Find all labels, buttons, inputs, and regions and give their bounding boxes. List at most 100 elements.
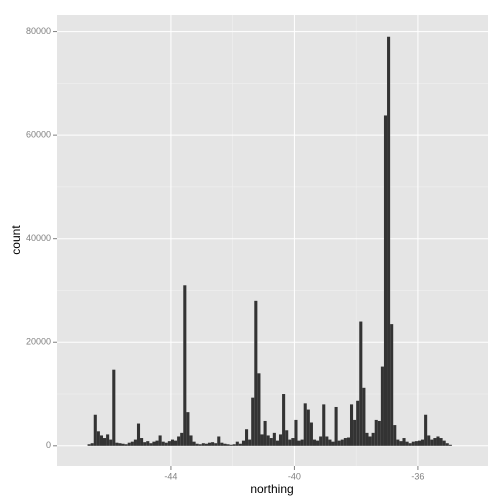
bar	[241, 440, 246, 446]
bar	[103, 438, 107, 446]
bar	[334, 406, 338, 446]
bar	[235, 441, 239, 446]
bar	[442, 440, 446, 446]
bar	[251, 397, 255, 446]
bar	[112, 369, 116, 446]
bar	[405, 441, 409, 446]
bar	[421, 439, 425, 446]
bar	[161, 441, 165, 446]
bar	[260, 434, 264, 446]
bar	[238, 443, 242, 446]
bar	[155, 440, 159, 446]
bar	[275, 440, 279, 446]
bar	[214, 443, 218, 446]
bar	[377, 420, 381, 446]
bar	[411, 441, 415, 446]
bar	[177, 436, 181, 446]
bar	[408, 443, 412, 446]
bar	[396, 439, 400, 446]
bar	[133, 439, 137, 446]
bar	[245, 429, 249, 446]
bar	[312, 439, 317, 446]
bar	[300, 439, 304, 446]
x-tick-label: -44	[164, 471, 177, 481]
grid	[57, 15, 488, 466]
bar	[353, 419, 357, 446]
bar	[337, 440, 341, 446]
bar	[93, 414, 97, 446]
bar	[106, 434, 110, 446]
bar	[257, 373, 261, 446]
bar	[322, 404, 326, 446]
bar	[380, 366, 384, 446]
bar	[291, 438, 295, 446]
bar	[359, 321, 363, 446]
bar	[319, 436, 323, 446]
bar	[439, 438, 443, 446]
bar	[96, 431, 100, 446]
y-tick-label: 60000	[26, 130, 51, 140]
bar	[211, 442, 215, 446]
bar	[198, 444, 202, 446]
bar	[393, 425, 397, 446]
bar	[365, 432, 369, 446]
x-axis-title: northing	[250, 482, 293, 496]
bar	[118, 443, 122, 446]
bar	[180, 432, 184, 446]
bar	[201, 443, 205, 446]
bar	[170, 439, 175, 446]
x-tick-label: -40	[288, 471, 301, 481]
bar	[371, 432, 375, 446]
bar	[346, 437, 350, 446]
bar	[272, 432, 276, 446]
bar	[87, 444, 91, 446]
bar	[269, 438, 273, 446]
bar	[183, 285, 187, 446]
bar	[294, 419, 298, 446]
bar	[282, 394, 286, 446]
bar	[220, 442, 224, 446]
bar	[343, 438, 347, 446]
bar	[285, 430, 289, 446]
ticks: 0 20000 40000 60000 80000 -44 -40 -36	[26, 26, 424, 481]
bar	[356, 400, 360, 446]
y-tick-label: 20000	[26, 337, 51, 347]
bar	[278, 434, 283, 446]
bar	[288, 439, 292, 446]
bar	[192, 441, 196, 446]
bar	[417, 440, 422, 446]
bar	[303, 403, 307, 446]
y-tick-label: 80000	[26, 26, 51, 36]
bars	[87, 36, 452, 446]
bar	[433, 438, 437, 446]
bar	[254, 300, 258, 446]
bar	[226, 444, 230, 446]
bar	[331, 441, 335, 446]
bar	[445, 443, 449, 446]
bar	[136, 423, 141, 446]
bar	[427, 435, 431, 446]
bar	[109, 439, 113, 446]
bar	[309, 422, 313, 446]
x-tick-label: -36	[411, 471, 424, 481]
bar	[374, 419, 378, 446]
bar	[362, 387, 366, 446]
y-axis-title: count	[9, 225, 23, 255]
bar	[387, 36, 391, 446]
bar	[207, 442, 212, 446]
bar	[414, 441, 418, 446]
bar	[167, 441, 171, 446]
bar	[158, 435, 162, 446]
bar	[127, 442, 131, 446]
bar	[430, 439, 434, 446]
y-tick-label: 0	[46, 440, 51, 450]
bar	[143, 442, 147, 446]
bar	[217, 436, 221, 446]
bar	[306, 409, 310, 446]
bar	[448, 444, 452, 446]
bar	[186, 412, 190, 446]
bar	[99, 435, 104, 446]
bar	[189, 435, 193, 446]
y-tick-label: 40000	[26, 233, 51, 243]
